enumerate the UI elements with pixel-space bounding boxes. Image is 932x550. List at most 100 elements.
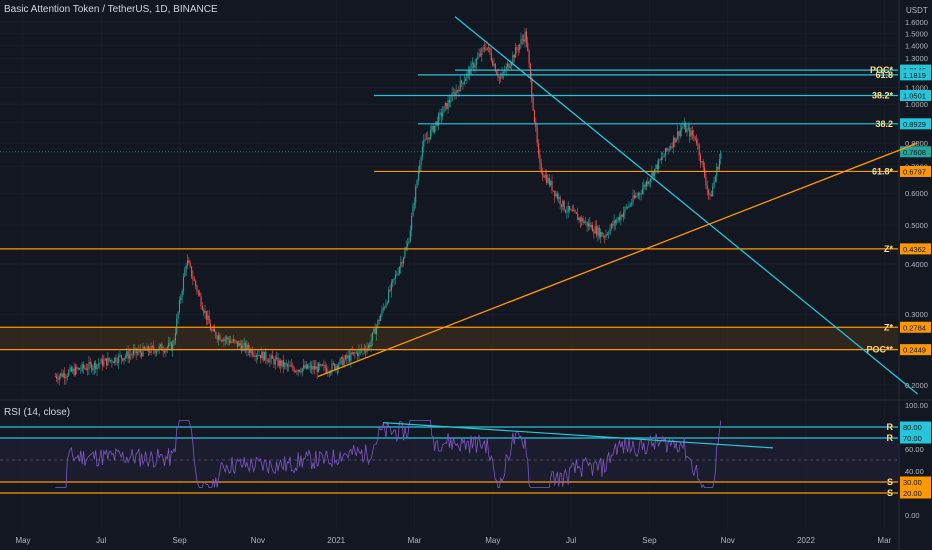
candle: [648, 180, 650, 187]
candle: [365, 345, 367, 359]
time-tick-label: 2021: [327, 536, 345, 545]
candle: [309, 360, 311, 374]
candle: [228, 336, 230, 346]
candle: [231, 338, 233, 344]
candle: [641, 182, 644, 195]
price-tick-label: 0.2000: [905, 381, 928, 390]
candle: [322, 363, 324, 367]
candle: [88, 355, 90, 375]
candle: [643, 179, 645, 195]
candle: [344, 354, 347, 361]
candle: [589, 216, 591, 230]
candle: [720, 149, 722, 165]
candle: [471, 56, 473, 69]
candle: [311, 361, 313, 374]
candle: [380, 313, 382, 322]
candle: [662, 151, 664, 161]
candle: [157, 350, 159, 352]
candle: [218, 331, 220, 346]
candle: [196, 284, 198, 295]
candle: [115, 354, 117, 366]
candle: [627, 206, 629, 210]
candle: [604, 234, 606, 244]
candle: [259, 354, 261, 364]
candle: [235, 340, 237, 344]
price-tick-label: 0.6000: [905, 189, 928, 198]
candle: [61, 368, 63, 379]
candle: [664, 147, 666, 161]
candle: [139, 343, 141, 358]
chart-title: Basic Attention Token / TetherUS, 1D, BI…: [4, 4, 218, 15]
candle: [187, 253, 189, 269]
candle: [382, 303, 384, 313]
level-price-box: [900, 321, 931, 333]
candle: [189, 260, 191, 269]
candle: [208, 309, 210, 324]
candle: [403, 256, 405, 267]
level-price-label: 0.6797: [903, 167, 926, 176]
candle: [423, 134, 425, 153]
candle: [197, 289, 199, 297]
candle: [673, 135, 675, 154]
candle: [490, 47, 492, 63]
candle: [191, 266, 193, 279]
zone-band: [0, 327, 898, 350]
candle: [249, 344, 251, 357]
time-tick-label: May: [485, 536, 500, 545]
candle: [220, 339, 222, 343]
candle: [116, 357, 118, 366]
candle: [482, 44, 484, 52]
candle: [457, 89, 459, 94]
candle: [111, 358, 113, 368]
level-price-box: [900, 69, 931, 81]
candle: [685, 121, 687, 133]
candle: [326, 363, 328, 374]
candle: [654, 168, 656, 181]
candle: [355, 350, 357, 355]
candle: [226, 335, 228, 345]
candle: [427, 131, 429, 144]
candle: [57, 372, 59, 384]
candle: [562, 199, 564, 211]
candle: [370, 334, 372, 352]
candle: [635, 192, 637, 199]
candle: [274, 355, 276, 370]
candle: [64, 367, 66, 385]
candle: [182, 273, 185, 295]
candle: [424, 133, 426, 142]
candle: [601, 231, 603, 237]
candle: [307, 364, 309, 370]
candle: [439, 108, 441, 120]
candle: [640, 189, 642, 201]
candle: [443, 105, 445, 113]
candle: [238, 340, 240, 347]
candle: [624, 206, 626, 220]
candle: [475, 57, 477, 70]
candle: [201, 301, 203, 311]
candle: [500, 72, 502, 83]
candle: [258, 349, 260, 357]
candle: [282, 354, 284, 374]
candle: [585, 216, 587, 226]
time-tick-label: Sep: [642, 536, 657, 545]
candle: [203, 307, 205, 316]
price-tick-label: 1.6000: [905, 18, 928, 27]
candle: [215, 331, 217, 340]
candle: [357, 350, 359, 361]
candle: [263, 351, 266, 361]
candle: [484, 42, 486, 53]
rsi-tick-label: 60.00: [905, 445, 924, 454]
candle: [290, 359, 293, 368]
candle: [575, 211, 577, 215]
candle: [691, 125, 693, 140]
rsi-level-label: R: [887, 422, 894, 432]
candle: [257, 350, 259, 361]
candle: [616, 217, 618, 226]
candle: [682, 121, 684, 129]
candle: [592, 222, 594, 232]
candle: [62, 370, 64, 379]
candle: [316, 362, 318, 379]
level-price-box: [900, 344, 931, 356]
